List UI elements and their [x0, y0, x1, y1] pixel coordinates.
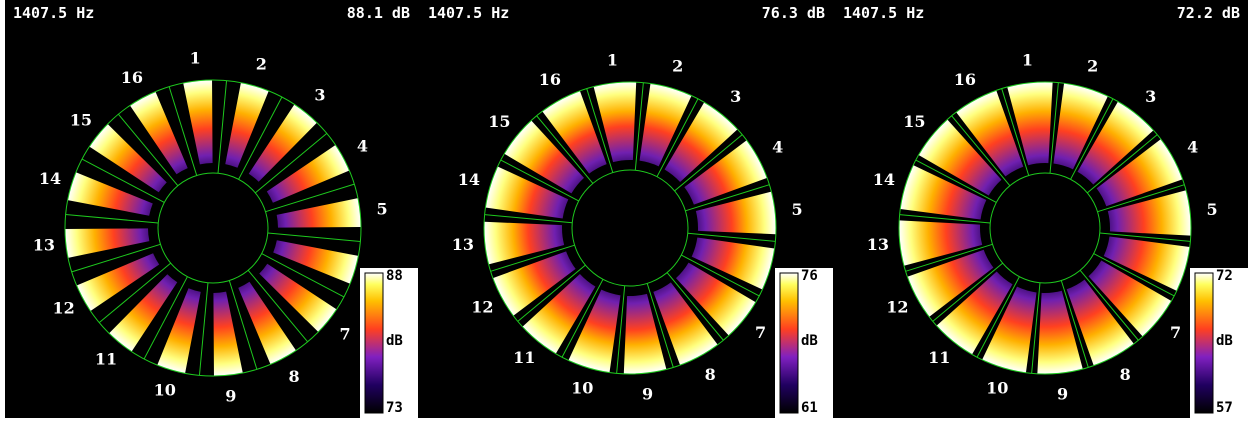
sector-label: 7	[1170, 323, 1181, 342]
sector-label: 14	[39, 169, 61, 188]
colorbar-unit: dB	[801, 333, 818, 349]
colorbar-max: 72	[1216, 268, 1233, 284]
level: 72.2 dB	[1177, 4, 1240, 22]
colorbar-max: 76	[801, 268, 818, 284]
sector-label: 3	[730, 87, 741, 106]
sector-label: 16	[121, 68, 143, 87]
sector-label: 1	[190, 48, 201, 67]
sector-label: 5	[1207, 200, 1218, 219]
sector-label: 11	[928, 348, 950, 367]
colorbar-min: 57	[1216, 400, 1233, 416]
sector-label: 15	[488, 112, 510, 131]
sector-label: 9	[1057, 385, 1068, 404]
sector-label: 1	[607, 50, 618, 69]
sector-label: 13	[33, 235, 55, 254]
sector-label: 3	[1145, 87, 1156, 106]
sector-label: 14	[458, 170, 480, 189]
sector-label: 10	[571, 379, 593, 398]
sector-label: 4	[357, 136, 368, 155]
sector-label: 4	[772, 137, 783, 156]
sector-label: 10	[986, 379, 1008, 398]
sector-label: 12	[471, 298, 493, 317]
colorbar-min: 61	[801, 400, 818, 416]
sector-label: 10	[154, 380, 176, 399]
sector-label: 2	[256, 55, 267, 74]
inner-circle	[572, 170, 688, 286]
frequency: 1407.5 Hz	[13, 4, 94, 22]
inner-circle	[990, 173, 1100, 283]
sector-label: 2	[672, 56, 683, 75]
sector-label: 2	[1087, 56, 1098, 75]
frequency: 1407.5 Hz	[843, 4, 924, 22]
sector-label: 9	[642, 385, 653, 404]
sector-label: 8	[1120, 365, 1131, 384]
sector-label: 4	[1187, 137, 1198, 156]
sector-label: 15	[903, 112, 925, 131]
colorbar	[365, 273, 383, 413]
sector-label: 12	[52, 299, 74, 318]
sector-label: 13	[452, 235, 474, 254]
colorbar-unit: dB	[386, 333, 403, 349]
frequency: 1407.5 Hz	[428, 4, 509, 22]
sector-label: 12	[886, 298, 908, 317]
sector-label: 11	[513, 348, 535, 367]
sector-label: 16	[954, 70, 976, 89]
sector-label: 1	[1022, 50, 1033, 69]
inner-circle	[158, 173, 268, 283]
sector-label: 15	[70, 111, 92, 130]
sector-label: 3	[314, 85, 325, 104]
colorbar-min: 73	[386, 400, 403, 416]
sector-label: 7	[755, 323, 766, 342]
sector-label: 13	[867, 235, 889, 254]
colorbar	[1195, 273, 1213, 413]
sector-label: 5	[376, 200, 387, 219]
sector-label: 5	[792, 200, 803, 219]
level: 76.3 dB	[762, 4, 825, 22]
sector-label: 8	[705, 365, 716, 384]
sector-label: 9	[225, 387, 236, 406]
sector-label: 11	[95, 350, 117, 369]
sector-label: 16	[539, 70, 561, 89]
colorbar-unit: dB	[1216, 333, 1233, 349]
sector-label: 7	[340, 324, 351, 343]
colorbar-max: 88	[386, 268, 403, 284]
sector-label: 14	[873, 170, 895, 189]
level: 88.1 dB	[347, 4, 410, 22]
sector-label: 8	[289, 367, 300, 386]
colorbar	[780, 273, 798, 413]
